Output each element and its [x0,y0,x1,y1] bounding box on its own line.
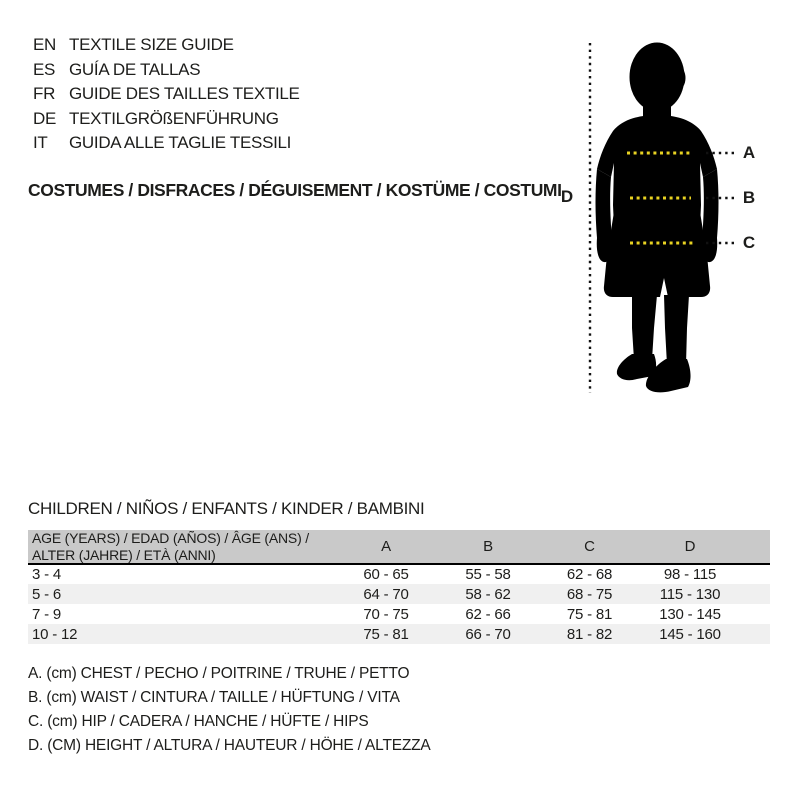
language-row-fr: FR GUIDE DES TAILLES TEXTILE [33,82,300,107]
language-row-en: EN TEXTILE SIZE GUIDE [33,33,300,58]
age-cell: 10 - 12 [32,625,78,643]
table-row: 7 - 9 70 - 75 62 - 66 75 - 81 130 - 145 [28,604,770,624]
hip-cell: 75 - 81 [566,605,613,623]
row-spacer [740,604,770,624]
language-title: TEXTILE SIZE GUIDE [69,35,234,54]
legend-chest: A. (cm) CHEST / PECHO / POITRINE / TRUHE… [28,665,410,682]
measure-label-hip: C [742,233,756,252]
legend-hip: C. (cm) HIP / CADERA / HANCHE / HÜFTE / … [28,713,369,731]
hip-cell: 62 - 68 [566,566,613,583]
height-cell: 115 - 130 [659,585,721,603]
size-table-header-row: AGE (YEARS) / EDAD (AÑOS) / ÂGE (ANS) / … [28,530,770,565]
age-cell: 3 - 4 [32,566,62,583]
header-spacer [740,530,770,565]
language-title-list: EN TEXTILE SIZE GUIDE ES GUÍA DE TALLAS … [33,33,300,156]
legend-height: D. (CM) HEIGHT / ALTURA / HAUTEUR / HÖHE… [28,737,431,755]
height-cell: 145 - 160 [659,625,721,643]
language-row-de: DE TEXTILGRÖßENFÜHRUNG [33,107,300,132]
language-code: IT [33,133,48,152]
row-spacer [740,624,770,644]
waist-cell: 62 - 66 [465,605,511,623]
category-title: COSTUMES / DISFRACES / DÉGUISEMENT / KOS… [28,180,562,200]
table-row: 3 - 4 60 - 65 55 - 58 62 - 68 98 - 115 [28,564,770,584]
age-cell: 7 - 9 [32,605,62,623]
table-row: 5 - 6 64 - 70 58 - 62 68 - 75 115 - 130 [28,584,770,604]
height-cell: 130 - 145 [659,605,721,623]
chest-cell: 75 - 81 [363,625,409,643]
language-code: FR [33,84,56,103]
language-title: TEXTILGRÖßENFÜHRUNG [69,108,279,128]
age-column-header: AGE (YEARS) / EDAD (AÑOS) / ÂGE (ANS) / … [28,530,335,565]
column-header-d: D [640,530,740,565]
waist-cell: 66 - 70 [465,625,511,643]
table-row: 10 - 12 75 - 81 66 - 70 81 - 82 145 - 16… [28,624,770,644]
chest-cell: 64 - 70 [363,585,409,603]
waist-cell: 55 - 58 [465,566,511,583]
row-spacer [740,564,770,584]
legend-waist: B. (cm) WAIST / CINTURA / TAILLE / HÜFTU… [28,689,400,707]
child-silhouette-svg [588,42,738,393]
measure-label-height: D [560,187,574,206]
measurement-legend: A. (cm) CHEST / PECHO / POITRINE / TRUHE… [28,662,431,758]
language-row-es: ES GUÍA DE TALLAS [33,58,300,83]
waist-cell: 58 - 62 [465,585,511,603]
language-row-it: IT GUIDA ALLE TAGLIE TESSILI [33,131,300,156]
measurement-figure: A B C D [540,20,800,400]
size-table: AGE (YEARS) / EDAD (AÑOS) / ÂGE (ANS) / … [28,530,770,644]
column-header-a: A [335,530,437,565]
hip-cell: 68 - 75 [566,585,613,603]
hip-cell: 81 - 82 [566,625,613,643]
measure-label-chest: A [742,143,756,162]
language-title: GUIDA ALLE TAGLIE TESSILI [69,133,292,152]
language-title: GUIDE DES TAILLES TEXTILE [69,84,300,103]
language-code: DE [33,108,57,128]
row-spacer [740,584,770,604]
height-cell: 98 - 115 [663,566,717,583]
child-silhouette [595,42,719,393]
measure-label-waist: B [742,188,756,207]
language-code: ES [33,59,56,79]
children-section-title: CHILDREN / NIÑOS / ENFANTS / KINDER / BA… [28,499,425,518]
language-code: EN [33,35,57,54]
age-cell: 5 - 6 [32,585,62,603]
age-header-line1: AGE (YEARS) / EDAD (AÑOS) / ÂGE (ANS) / [32,530,309,546]
chest-cell: 60 - 65 [363,566,409,583]
column-header-b: B [437,530,539,565]
column-header-c: C [539,530,640,565]
age-header-line2: ALTER (JAHRE) / ETÀ (ANNI) [32,546,216,563]
language-title: GUÍA DE TALLAS [69,59,201,79]
chest-cell: 70 - 75 [363,605,409,623]
